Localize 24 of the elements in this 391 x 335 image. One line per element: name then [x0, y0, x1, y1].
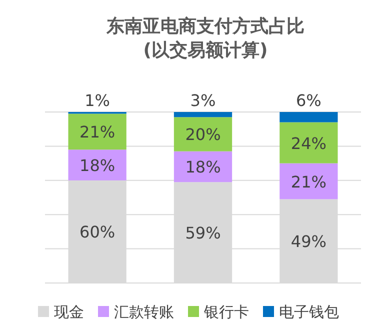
data-label: 18% — [185, 158, 221, 177]
bar — [68, 114, 126, 150]
data-label: 21% — [290, 172, 326, 192]
data-label: 20% — [185, 125, 221, 144]
data-label: 3% — [190, 91, 216, 110]
chart-title: 东南亚电商支付方式占比 (以交易额计算) — [106, 16, 304, 61]
data-label: 1% — [84, 91, 110, 110]
legend-label: 汇款转账 — [114, 303, 174, 321]
legend-label: 电子钱包 — [279, 303, 339, 321]
data-label: 24% — [290, 134, 326, 153]
bar — [280, 122, 338, 164]
legend-label: 现金 — [54, 303, 84, 321]
bar — [174, 112, 232, 118]
data-label: 6% — [296, 91, 322, 110]
bar — [174, 117, 232, 152]
data-label: 18% — [80, 156, 116, 176]
bar — [280, 112, 338, 122]
data-label: 59% — [185, 224, 221, 243]
data-label: 60% — [80, 222, 116, 242]
bar — [280, 163, 338, 200]
data-label: 49% — [290, 232, 326, 252]
legend-label: 银行卡 — [203, 303, 249, 321]
data-label: 21% — [80, 122, 116, 142]
bar — [68, 150, 126, 180]
